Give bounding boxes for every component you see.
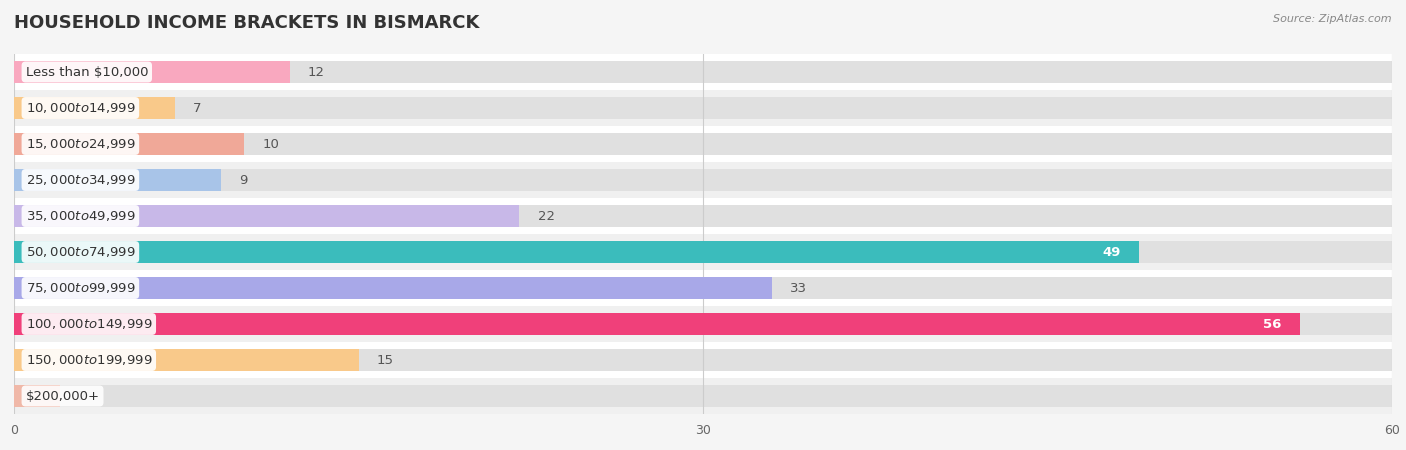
- Bar: [14, 277, 772, 299]
- Bar: [14, 313, 1392, 335]
- Bar: [14, 378, 1392, 414]
- Bar: [14, 349, 1392, 371]
- Text: 22: 22: [537, 210, 554, 222]
- Bar: [14, 349, 359, 371]
- Text: 12: 12: [308, 66, 325, 78]
- Text: 56: 56: [1264, 318, 1282, 330]
- Bar: [14, 162, 1392, 198]
- Text: 49: 49: [1102, 246, 1121, 258]
- Text: $150,000 to $199,999: $150,000 to $199,999: [25, 353, 152, 367]
- Bar: [14, 385, 1392, 407]
- Text: 9: 9: [239, 174, 247, 186]
- Text: $100,000 to $149,999: $100,000 to $149,999: [25, 317, 152, 331]
- Bar: [14, 234, 1392, 270]
- Bar: [14, 169, 1392, 191]
- Text: $75,000 to $99,999: $75,000 to $99,999: [25, 281, 135, 295]
- Bar: [14, 342, 1392, 378]
- Text: Less than $10,000: Less than $10,000: [25, 66, 148, 78]
- Bar: [14, 270, 1392, 306]
- Bar: [14, 198, 1392, 234]
- Bar: [14, 133, 1392, 155]
- Text: $200,000+: $200,000+: [25, 390, 100, 402]
- Bar: [14, 241, 1392, 263]
- Text: $15,000 to $24,999: $15,000 to $24,999: [25, 137, 135, 151]
- Bar: [14, 97, 1392, 119]
- Text: $35,000 to $49,999: $35,000 to $49,999: [25, 209, 135, 223]
- Bar: [14, 277, 1392, 299]
- Text: Source: ZipAtlas.com: Source: ZipAtlas.com: [1274, 14, 1392, 23]
- Text: $10,000 to $14,999: $10,000 to $14,999: [25, 101, 135, 115]
- Text: 33: 33: [790, 282, 807, 294]
- Text: $25,000 to $34,999: $25,000 to $34,999: [25, 173, 135, 187]
- Text: 10: 10: [262, 138, 278, 150]
- Bar: [14, 205, 519, 227]
- Text: $50,000 to $74,999: $50,000 to $74,999: [25, 245, 135, 259]
- Text: 7: 7: [193, 102, 201, 114]
- Bar: [14, 54, 1392, 90]
- Bar: [14, 205, 1392, 227]
- Bar: [14, 306, 1392, 342]
- Bar: [14, 90, 1392, 126]
- Text: HOUSEHOLD INCOME BRACKETS IN BISMARCK: HOUSEHOLD INCOME BRACKETS IN BISMARCK: [14, 14, 479, 32]
- Bar: [14, 97, 174, 119]
- Text: 15: 15: [377, 354, 394, 366]
- Bar: [14, 385, 60, 407]
- Bar: [14, 133, 243, 155]
- Bar: [14, 313, 1301, 335]
- Bar: [14, 61, 1392, 83]
- Bar: [14, 126, 1392, 162]
- Bar: [14, 241, 1139, 263]
- Text: 2: 2: [79, 390, 87, 402]
- Bar: [14, 61, 290, 83]
- Bar: [14, 169, 221, 191]
